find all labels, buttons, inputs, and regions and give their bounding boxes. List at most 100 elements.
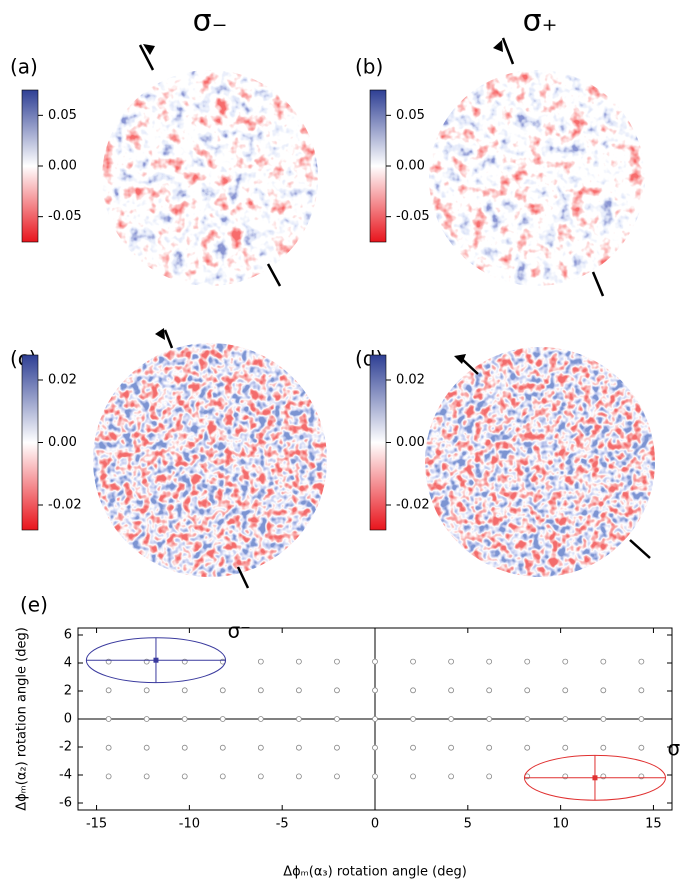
colorbar [369, 354, 387, 531]
grid-point [105, 744, 112, 751]
series-label: σ⁻ [228, 618, 251, 642]
grid-point [143, 744, 150, 751]
y-tick-label: -2 [59, 740, 72, 755]
x-tick-label: -15 [86, 817, 107, 832]
grid-point [105, 773, 112, 780]
disc-map [425, 347, 655, 577]
orientation-markers [138, 37, 651, 589]
y-tick-label: -4 [59, 768, 72, 783]
x-tick-label: -10 [179, 817, 200, 832]
grid-point [524, 687, 531, 694]
disc-map [93, 343, 327, 577]
grid-point [600, 658, 607, 665]
grid-point [219, 744, 226, 751]
x-tick-label: 10 [552, 817, 569, 832]
grid-point [334, 716, 340, 722]
grid-point [638, 716, 645, 722]
colorbar-tick-label: 0.00 [396, 435, 425, 450]
grid-point [600, 716, 607, 722]
disc-map [102, 70, 318, 286]
grid-point [524, 658, 531, 665]
grid-point [372, 687, 378, 694]
colorbar-tick-label: 0.00 [48, 159, 77, 174]
colorbar-tick-label: -0.05 [48, 209, 82, 224]
grid-point [562, 716, 569, 722]
grid-point [181, 687, 188, 694]
y-tick-label: -6 [59, 796, 72, 811]
grid-point [257, 687, 264, 694]
x-tick-label: 0 [371, 817, 379, 832]
colorbar-tick-label: -0.02 [48, 498, 82, 513]
grid-point [524, 716, 531, 722]
grid-point [372, 744, 378, 751]
grid-point [486, 716, 493, 722]
grid-point [410, 658, 416, 665]
grid-point [105, 687, 112, 694]
grid-point [562, 658, 569, 665]
grid-point [638, 687, 645, 694]
grid-point [334, 658, 340, 665]
grid-point [105, 716, 112, 722]
grid-point [219, 773, 226, 780]
colorbar-tick-label: -0.02 [396, 498, 430, 513]
x-tick-label: 5 [464, 817, 472, 832]
grid-point [295, 773, 302, 780]
column-title: σ₋ [193, 4, 228, 39]
grid-point [372, 773, 378, 780]
grid-point [181, 716, 188, 722]
series-label: σ⁺ [668, 736, 680, 760]
colorbar-tick-label: 0.00 [396, 159, 425, 174]
column-title: σ₊ [523, 4, 558, 39]
colorbar [21, 89, 39, 243]
grid-point [219, 687, 226, 694]
grid-point [486, 687, 493, 694]
grid-point [181, 744, 188, 751]
colorbar-tick-label: 0.02 [48, 373, 77, 388]
grid-point [295, 658, 302, 665]
y-tick-label: 2 [64, 684, 72, 699]
grid-point [410, 716, 416, 722]
panel-label: (e) [20, 593, 48, 617]
grid-point [448, 773, 455, 780]
grid-point [295, 744, 302, 751]
grid-point [143, 773, 150, 780]
colorbar-tick-label: -0.05 [396, 209, 430, 224]
grid-point [410, 773, 416, 780]
disc-map [429, 70, 645, 286]
grid-point [600, 687, 607, 694]
colorbar-tick-label: 0.05 [396, 108, 425, 123]
grid-point [638, 744, 645, 751]
grid-point [524, 744, 531, 751]
grid-point [295, 687, 302, 694]
x-tick-label: -5 [276, 817, 289, 832]
y-axis-label: Δϕₘ(α₂) rotation angle (deg) [15, 627, 30, 811]
grid-point [410, 687, 416, 694]
grid-point [334, 744, 340, 751]
grid-point [410, 744, 416, 751]
disc-maps [93, 70, 655, 577]
grid-point [334, 687, 340, 694]
orientation-arrows [143, 40, 503, 364]
grid-point [600, 744, 607, 751]
grid-point [257, 716, 264, 722]
grid-point [257, 658, 264, 665]
colorbar [369, 89, 387, 243]
panel-label: (a) [10, 55, 38, 79]
grid-point [257, 773, 264, 780]
grid-point [448, 687, 455, 694]
grid-point [219, 716, 226, 722]
grid-point [372, 716, 378, 722]
center-point [592, 775, 598, 781]
grid-point [448, 658, 455, 665]
grid-point [143, 687, 150, 694]
grid-point [486, 744, 493, 751]
grid-point [334, 773, 340, 780]
grid-point [372, 658, 378, 665]
y-tick-label: 4 [64, 656, 72, 671]
grid-point [562, 687, 569, 694]
y-tick-label: 6 [64, 628, 72, 643]
y-tick-label: 0 [64, 712, 72, 727]
grid-point [448, 744, 455, 751]
x-tick-label: 15 [645, 817, 662, 832]
